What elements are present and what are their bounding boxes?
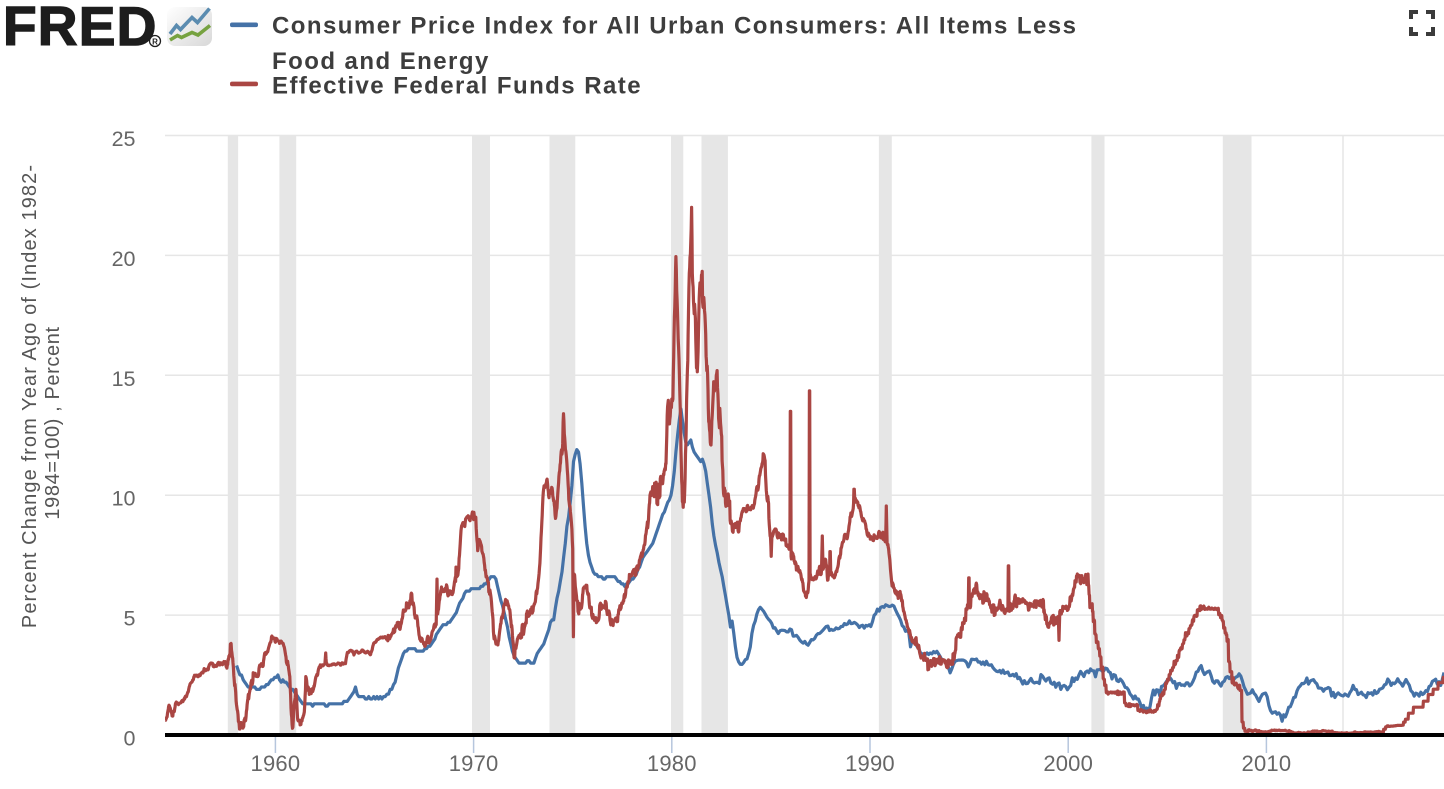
svg-text:1970: 1970 [449, 751, 499, 776]
svg-text:R: R [152, 38, 158, 47]
svg-text:Consumer Price Index for All U: Consumer Price Index for All Urban Consu… [272, 13, 1077, 40]
svg-text:25: 25 [112, 127, 136, 151]
svg-text:10: 10 [112, 487, 136, 511]
svg-text:Food and Energy: Food and Energy [272, 48, 490, 75]
svg-text:20: 20 [112, 247, 136, 271]
svg-text:Effective Federal Funds Rate: Effective Federal Funds Rate [272, 73, 642, 100]
svg-text:1960: 1960 [251, 751, 301, 776]
svg-text:1990: 1990 [845, 751, 895, 776]
svg-text:FRED: FRED [3, 0, 158, 57]
svg-text:Percent Change from Year Ago o: Percent Change from Year Ago of (Index 1… [19, 164, 41, 628]
svg-text:2000: 2000 [1043, 751, 1093, 776]
svg-text:15: 15 [112, 367, 136, 391]
svg-text:1980: 1980 [647, 751, 697, 776]
svg-text:5: 5 [124, 607, 136, 631]
svg-text:1984=100) , Percent: 1984=100) , Percent [42, 326, 64, 519]
svg-text:0: 0 [124, 727, 136, 751]
svg-text:2010: 2010 [1242, 751, 1292, 776]
